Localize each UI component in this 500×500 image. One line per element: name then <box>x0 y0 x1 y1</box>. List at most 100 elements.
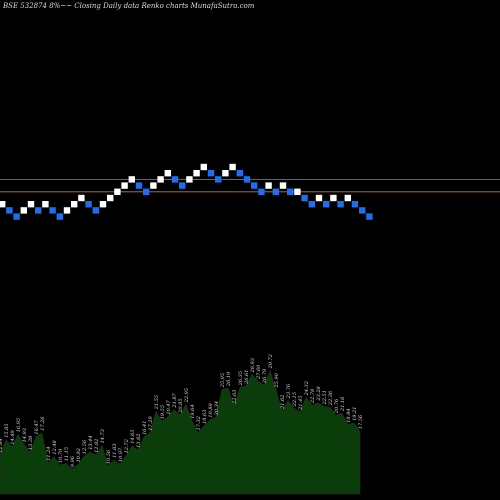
volume-label: 19.55 <box>160 405 166 419</box>
volume-label: 21.55 <box>154 395 160 410</box>
renko-brick <box>323 201 330 208</box>
volume-label: 13.38 <box>28 436 34 450</box>
renko-brick <box>243 176 251 183</box>
renko-brick <box>207 170 215 177</box>
renko-brick <box>215 176 222 183</box>
volume-label: 13.44 <box>88 435 94 449</box>
renko-brick <box>78 194 85 202</box>
volume-label: 23.28 <box>316 386 322 401</box>
renko-brick <box>279 182 287 189</box>
volume-label: 21.18 <box>340 397 346 412</box>
volume-label: 20.47 <box>166 399 172 415</box>
renko-brick <box>294 188 301 195</box>
volume-label: 11.24 <box>46 446 52 460</box>
volume-label: 16.41 <box>142 421 148 435</box>
volume-label: 11.83 <box>112 444 118 458</box>
volume-label: 15.85 <box>4 423 10 437</box>
renko-brick <box>20 207 27 214</box>
volume-label: 25.90 <box>274 372 280 388</box>
renko-brick <box>265 182 272 189</box>
volume-label: 25.95 <box>220 373 226 388</box>
renko-brick <box>251 182 258 189</box>
renko-brick <box>315 194 323 202</box>
volume-label: 23.76 <box>286 383 292 399</box>
renko-bricks <box>0 163 373 220</box>
volume-label: 22.36 <box>328 390 334 406</box>
volume-label: 22.15 <box>292 392 298 407</box>
renko-brick <box>229 163 236 171</box>
volume-label: 14.93 <box>22 428 28 442</box>
volume-label: 17.26 <box>40 416 46 431</box>
renko-brick <box>179 182 186 189</box>
volume-label: 18.84 <box>346 408 352 422</box>
volume-area <box>0 369 361 495</box>
renko-brick <box>222 170 229 177</box>
volume-label: 22.95 <box>184 388 190 403</box>
volume-label: 13.82 <box>136 434 142 448</box>
volume-label: 14.73 <box>100 429 106 443</box>
renko-brick <box>35 207 42 214</box>
volume-label: 20.85 <box>178 398 184 413</box>
volume-label: 18.63 <box>202 410 208 424</box>
renko-brick <box>308 201 315 208</box>
volume-label: 9.96 <box>70 455 76 467</box>
renko-brick <box>301 194 308 202</box>
volume-label: 21.87 <box>172 392 178 408</box>
chart-title: BSE 532874 8%~~ Closing Daily data Renko… <box>3 2 255 10</box>
renko-brick <box>236 170 243 177</box>
renko-brick <box>13 213 20 220</box>
volume-label: 12.48 <box>52 440 58 454</box>
renko-brick <box>258 188 265 195</box>
volume-label: 16.95 <box>16 418 22 432</box>
volume-label: 16.47 <box>34 419 40 434</box>
volume-label: 14.49 <box>10 429 16 444</box>
volume-label: 20.76 <box>334 398 340 414</box>
renko-brick <box>49 207 56 214</box>
renko-brick <box>193 170 200 177</box>
renko-brick <box>330 194 337 202</box>
renko-brick <box>150 182 157 189</box>
renko-brick <box>186 176 193 183</box>
volume-label: 26.79 <box>262 368 268 384</box>
volume-label: 22.63 <box>232 390 238 405</box>
volume-label: 24.32 <box>304 381 310 396</box>
renko-brick <box>164 170 171 177</box>
renko-brick <box>157 176 164 183</box>
renko-brick <box>143 188 150 195</box>
renko-brick <box>121 182 128 189</box>
volume-label: 26.61 <box>244 370 250 385</box>
volume-label: 21.45 <box>298 395 304 410</box>
volume-label: 22.78 <box>310 389 316 404</box>
renko-brick <box>200 163 207 171</box>
renko-brick <box>272 188 279 195</box>
volume-label: 17.56 <box>358 414 364 429</box>
volume-label: 17.29 <box>148 415 154 430</box>
renko-brick <box>0 201 6 208</box>
renko-brick <box>27 201 35 208</box>
renko-brick <box>337 201 344 208</box>
volume-label: 12.72 <box>124 439 130 453</box>
volume-label: 28.93 <box>250 358 256 373</box>
renko-brick <box>56 213 63 220</box>
volume-label: 10.97 <box>118 447 124 462</box>
volume-label: 10.56 <box>106 449 112 464</box>
volume-label: 26.35 <box>238 371 244 386</box>
volume-label: 20.34 <box>214 401 220 416</box>
volume-label: 26.19 <box>226 371 232 387</box>
renko-brick <box>63 207 71 214</box>
volume-label: 21.62 <box>280 395 286 410</box>
renko-brick <box>71 201 78 208</box>
volume-label: 19.21 <box>352 407 358 421</box>
volume-label: 11.15 <box>64 447 70 461</box>
renko-brick <box>85 201 92 208</box>
renko-brick <box>114 188 121 195</box>
volume-label: 12.82 <box>94 439 100 453</box>
renko-brick <box>107 194 114 202</box>
volume-label: 12.56 <box>82 439 88 454</box>
renko-brick <box>351 201 359 208</box>
renko-brick <box>92 207 99 214</box>
renko-brick <box>359 207 366 214</box>
renko-brick <box>344 194 351 202</box>
renko-brick <box>171 176 179 183</box>
